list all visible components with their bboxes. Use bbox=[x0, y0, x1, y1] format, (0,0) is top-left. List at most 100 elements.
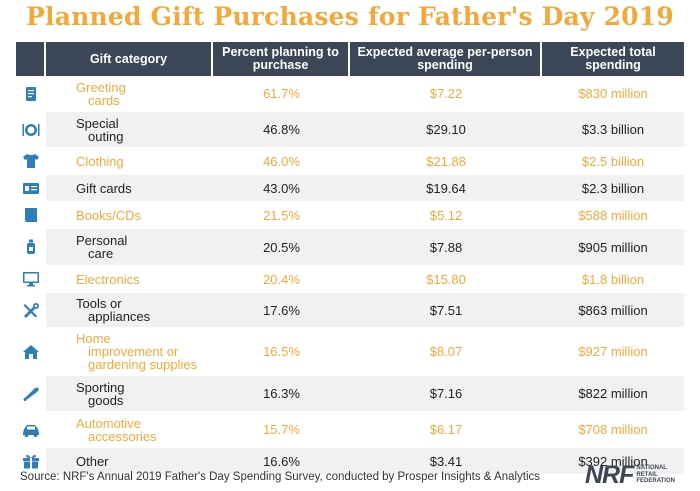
table-row: Tools or appliances 17.6% $7.51 $863 million bbox=[16, 293, 684, 328]
category-label-line: Electronics bbox=[76, 271, 140, 287]
category-label-line: cards bbox=[88, 92, 120, 108]
chart-title: Planned Gift Purchases for Father's Day … bbox=[26, 2, 674, 31]
cell-average: $15.80 bbox=[350, 266, 542, 293]
car-icon bbox=[22, 422, 40, 438]
cell-total: $905 million bbox=[542, 229, 684, 266]
category-label-line: Special bbox=[76, 115, 119, 131]
cell-percent: 17.6% bbox=[213, 293, 350, 328]
cell-average: $5.12 bbox=[350, 202, 542, 229]
gift-card-icon bbox=[22, 180, 40, 196]
cell-total: $2.5 billion bbox=[542, 148, 684, 175]
cell-total: $927 million bbox=[542, 328, 684, 376]
table-row: Greeting cards 61.7% $7.22 $830 million bbox=[16, 76, 684, 112]
cell-percent: 16.6% bbox=[213, 448, 350, 475]
baseball-bat-icon bbox=[22, 386, 40, 402]
cell-category: Gift cards bbox=[46, 175, 213, 202]
cell-average: $21.88 bbox=[350, 148, 542, 175]
lotion-bottle-icon bbox=[22, 239, 40, 255]
icon-cell bbox=[16, 293, 46, 328]
cell-total: $3.3 billion bbox=[542, 112, 684, 148]
cell-average: $29.10 bbox=[350, 112, 542, 148]
category-label-line: Clothing bbox=[76, 153, 124, 169]
cell-category: Personal care bbox=[46, 229, 213, 266]
cell-total: $863 million bbox=[542, 293, 684, 328]
cell-total: $1.8 billion bbox=[542, 266, 684, 293]
cell-percent: 16.5% bbox=[213, 328, 350, 376]
cell-average: $7.51 bbox=[350, 293, 542, 328]
cell-category: Automotive accessories bbox=[46, 412, 213, 448]
cell-category: Home improvement or gardening supplies bbox=[46, 328, 213, 376]
logo-mark: NRF bbox=[585, 461, 634, 489]
column-header-average: Expected average per-person spending bbox=[350, 42, 542, 76]
column-header-percent: Percent planning to purchase bbox=[213, 42, 350, 76]
icon-cell bbox=[16, 266, 46, 293]
logo-subtitle: NATIONAL RETAIL FEDERATION bbox=[636, 465, 675, 485]
icon-cell bbox=[16, 112, 46, 148]
cell-percent: 46.8% bbox=[213, 112, 350, 148]
category-label-line: Home bbox=[76, 331, 111, 346]
category-label-line: Greeting bbox=[76, 79, 126, 95]
cell-percent: 43.0% bbox=[213, 175, 350, 202]
table-row: Automotive accessories 15.7% $6.17 $708 mill… bbox=[16, 412, 684, 448]
category-label-line: Tools or bbox=[76, 296, 122, 311]
table-row: Gift cards 43.0% $19.64 $2.3 billion bbox=[16, 175, 684, 202]
table-row: Sporting goods 16.3% $7.16 $822 million bbox=[16, 376, 684, 412]
category-label-line: Automotive bbox=[76, 415, 142, 431]
logo-sub-line: RETAIL bbox=[636, 471, 658, 478]
category-label-line: Gift cards bbox=[76, 180, 132, 196]
column-header-category: Gift category bbox=[46, 42, 213, 76]
icon-cell bbox=[16, 412, 46, 448]
tools-icon bbox=[22, 302, 40, 318]
icon-cell bbox=[16, 376, 46, 412]
table-header-row: Gift category Percent planning to purcha… bbox=[16, 42, 684, 76]
table-row: Special outing 46.8% $29.10 $3.3 billion bbox=[16, 112, 684, 148]
cell-category: Greeting cards bbox=[46, 76, 213, 112]
cell-percent: 16.3% bbox=[213, 376, 350, 412]
cell-average: $6.17 bbox=[350, 412, 542, 448]
cell-category: Special outing bbox=[46, 112, 213, 148]
column-header-total: Expected total spending bbox=[542, 42, 684, 76]
cell-total: $392 million bbox=[542, 448, 684, 475]
cell-percent: 46.0% bbox=[213, 148, 350, 175]
gift-box-icon bbox=[22, 453, 40, 469]
shirt-icon bbox=[22, 153, 40, 169]
icon-cell bbox=[16, 448, 46, 475]
cell-category: Sporting goods bbox=[46, 376, 213, 412]
cell-total: $2.3 billion bbox=[542, 175, 684, 202]
cell-total: $588 million bbox=[542, 202, 684, 229]
cell-percent: 61.7% bbox=[213, 76, 350, 112]
cell-total: $830 million bbox=[542, 76, 684, 112]
house-icon bbox=[22, 344, 40, 360]
cell-percent: 20.4% bbox=[213, 266, 350, 293]
cell-percent: 15.7% bbox=[213, 412, 350, 448]
table-row: Books/CDs 21.5% $5.12 $588 million bbox=[16, 202, 684, 229]
cell-average: $8.07 bbox=[350, 328, 542, 376]
category-label-line: gardening supplies bbox=[88, 357, 198, 372]
category-label-line: Sporting bbox=[76, 379, 125, 395]
category-label-line: Personal bbox=[76, 233, 128, 248]
icon-cell bbox=[16, 175, 46, 202]
category-label-line: appliances bbox=[88, 309, 151, 324]
table-row: Electronics 20.4% $15.80 $1.8 billion bbox=[16, 266, 684, 293]
category-label-line: care bbox=[88, 246, 114, 261]
category-label-line: Other bbox=[76, 453, 109, 469]
icon-cell bbox=[16, 229, 46, 266]
cell-category: Books/CDs bbox=[46, 202, 213, 229]
source-note: Source: NRF's Annual 2019 Father's Day S… bbox=[20, 471, 541, 483]
category-label-line: accessories bbox=[88, 428, 157, 444]
cell-category: Tools or appliances bbox=[46, 293, 213, 328]
table-row: Home improvement or gardening supplies 16.5… bbox=[16, 328, 684, 376]
category-label-line: Books/CDs bbox=[76, 207, 142, 223]
cell-category: Clothing bbox=[46, 148, 213, 175]
cell-average: $7.16 bbox=[350, 376, 542, 412]
gift-table: Gift category Percent planning to purcha… bbox=[16, 42, 684, 475]
icon-cell bbox=[16, 202, 46, 229]
icon-cell bbox=[16, 328, 46, 376]
category-label-line: outing bbox=[88, 128, 124, 144]
logo-sub-line: NATIONAL bbox=[636, 465, 667, 472]
greeting-card-icon bbox=[22, 86, 40, 102]
plate-cutlery-icon bbox=[22, 122, 40, 138]
monitor-icon bbox=[22, 271, 40, 287]
cell-average: $7.88 bbox=[350, 229, 542, 266]
book-icon bbox=[22, 207, 40, 223]
